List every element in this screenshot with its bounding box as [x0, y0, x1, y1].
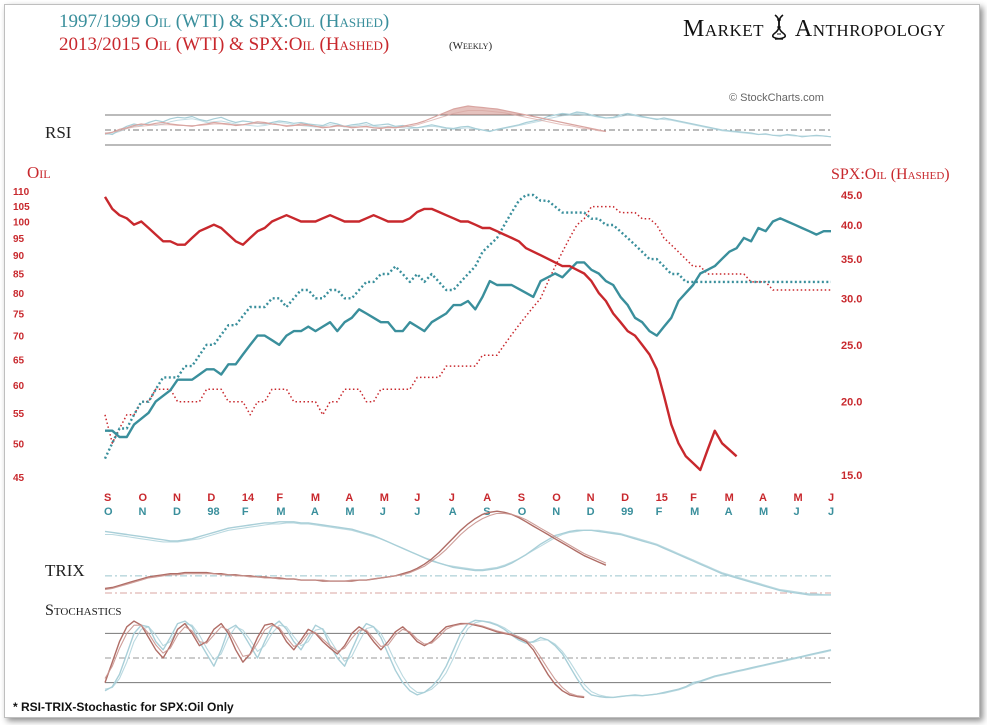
rsi-red-overbought-fill [105, 106, 606, 115]
oil-tick-label: 70 [13, 332, 25, 343]
trix-teal-signal [105, 522, 831, 596]
x-tick-label-2013: O [552, 492, 561, 504]
x-tick-label-2013: D [621, 492, 629, 504]
x-tick-label-2013: 14 [242, 492, 255, 504]
oil-tick-label: 90 [13, 251, 25, 262]
x-tick-label-2013: S [104, 492, 111, 504]
x-tick-label-2013: M [380, 492, 389, 504]
x-tick-label-1997: F [656, 506, 663, 518]
x-tick-label-2013: N [173, 492, 181, 504]
x-tick-label-1997: A [449, 506, 457, 518]
oil-tick-label: 100 [13, 217, 30, 228]
x-tick-label-2013: D [207, 492, 215, 504]
oil-tick-label: 45 [13, 473, 25, 484]
price-panel: 110 105 100 95 90 85 80 75 70 65 60 55 50 45 45.0 40.0 3… [13, 187, 862, 518]
oil-tick-label: 65 [13, 355, 25, 366]
x-tick-label-1997: A [725, 506, 733, 518]
spx-oil-axis-label: SPX:Oil (Hashed) [831, 166, 950, 183]
x-tick-label-1997: M [345, 506, 354, 518]
title-2013-2015: 2013/2015 Oil (WTI) & SPX:Oil (Hashed) [59, 34, 390, 55]
stoch-red-line [104, 620, 585, 699]
spx-oil-tick-label: 20.0 [841, 397, 862, 409]
dna-icon [772, 14, 787, 45]
oil-axis-label: Oil [27, 163, 51, 182]
x-tick-label-1997: J [828, 506, 834, 518]
spx-oil-tick-label: 35.0 [841, 254, 862, 266]
x-tick-label-2013: J [414, 492, 420, 504]
rsi-red-signal [104, 110, 606, 134]
spx-oil-1997-dotted-line [103, 193, 831, 460]
x-tick-label-1997: J [414, 506, 420, 518]
x-tick-label-2013: A [483, 492, 491, 504]
x-tick-label-1997: J [794, 506, 800, 518]
x-tick-label-2013: M [311, 492, 320, 504]
x-tick-label-2013: O [138, 492, 147, 504]
x-tick-label-1997: S [483, 506, 490, 518]
x-tick-label-1997: O [518, 506, 527, 518]
chart-canvas: 110 105 100 95 90 85 80 75 70 65 60 55 50 45 45.0 40.0 3… [13, 105, 862, 699]
spx-oil-2013-dotted-line [104, 205, 831, 444]
stockcharts-watermark: © StockCharts.com [729, 92, 824, 104]
trix-red-signal [104, 512, 607, 591]
x-tick-label-1997: M [276, 506, 285, 518]
oil-tick-label: 110 [13, 187, 30, 198]
x-tick-label-2013: A [759, 492, 767, 504]
oil-tick-label: 75 [13, 310, 25, 321]
brand-logo: Market Anthropology [683, 14, 946, 45]
stoch-teal-signal [104, 620, 832, 698]
oil-2013-line [103, 196, 738, 472]
oil-tick-label: 55 [13, 409, 25, 420]
oil-tick-label: 80 [13, 289, 25, 300]
rsi-teal-line [104, 111, 832, 138]
oil-1997-line [105, 217, 831, 439]
x-tick-label-1997: M [690, 506, 699, 518]
x-tick-label-1997: N [552, 506, 560, 518]
oil-tick-label: 95 [13, 234, 25, 245]
x-tick-label-1997: D [587, 506, 595, 518]
oil-tick-label: 105 [13, 202, 30, 213]
x-tick-label-1997: O [104, 506, 113, 518]
oil-tick-label: 60 [13, 381, 25, 392]
spx-oil-tick-label: 30.0 [841, 293, 862, 305]
spx-oil-tick-label: 40.0 [841, 220, 862, 232]
x-tick-label-2013: N [587, 492, 595, 504]
x-tick-label-2013: F [690, 492, 697, 504]
footnote: * RSI-TRIX-Stochastic for SPX:Oil Only [13, 700, 234, 714]
spx-oil-tick-label: 25.0 [841, 340, 862, 352]
rsi-label: RSI [45, 123, 72, 142]
x-tick-label-2013: J [828, 492, 834, 504]
stochastics-panel [104, 619, 832, 699]
spx-oil-tick-label: 45.0 [841, 190, 862, 202]
brand-market: Market [683, 16, 765, 42]
weekly-label: (Weekly) [449, 40, 493, 52]
x-tick-label-2013: J [449, 492, 455, 504]
spx-oil-tick-label: 15.0 [841, 470, 862, 482]
x-tick-label-2013: S [518, 492, 525, 504]
title-1997-1999: 1997/1999 Oil (WTI) & SPX:Oil (Hashed) [59, 11, 390, 32]
rsi-teal-signal [104, 113, 832, 138]
x-tick-label-1997: F [242, 506, 249, 518]
x-tick-label-2013: F [276, 492, 283, 504]
x-tick-label-1997: 99 [621, 506, 633, 518]
x-tick-label-2013: A [345, 492, 353, 504]
x-tick-label-2013: 15 [656, 492, 668, 504]
brand-anthropology: Anthropology [794, 16, 946, 42]
trix-teal-line [104, 521, 831, 596]
x-tick-label-1997: A [311, 506, 319, 518]
x-tick-label-2013: M [794, 492, 803, 504]
oil-tick-label: 85 [13, 269, 25, 280]
x-tick-label-1997: M [759, 506, 768, 518]
oil-tick-label: 50 [13, 439, 25, 450]
x-tick-label-1997: J [380, 506, 386, 518]
trix-label: TRIX [45, 561, 85, 580]
x-tick-label-1997: 98 [207, 506, 219, 518]
trix-panel [104, 510, 831, 596]
x-tick-label-1997: N [138, 506, 146, 518]
rsi-panel [104, 105, 832, 146]
x-tick-label-1997: D [173, 506, 181, 518]
stochastics-label: Stochastics [45, 602, 122, 619]
x-tick-label-2013: M [725, 492, 734, 504]
stoch-red-signal [104, 623, 585, 698]
chart-frame: 110 105 100 95 90 85 80 75 70 65 60 55 50 45 45.0 40.0 3… [4, 4, 980, 718]
